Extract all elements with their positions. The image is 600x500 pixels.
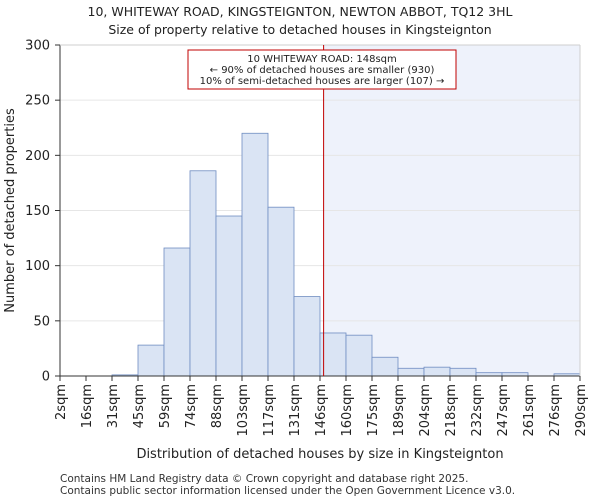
x-tick-label: 247sqm (496, 384, 511, 437)
y-tick-label: 0 (42, 370, 50, 385)
y-axis-label: Number of detached properties (3, 108, 18, 313)
histogram-bar (293, 296, 321, 377)
footer-licence: Contains public sector information licen… (60, 485, 516, 497)
x-tick-label: 59sqm (158, 384, 173, 428)
x-axis-label: Distribution of detached houses by size … (136, 447, 503, 462)
x-tick-label: 261sqm (522, 384, 537, 437)
x-tick-label: 218sqm (444, 384, 459, 437)
annotation-line-2: ← 90% of detached houses are smaller (93… (210, 65, 435, 76)
x-tick-label: 290sqm (574, 384, 589, 437)
histogram-bar (371, 356, 399, 377)
x-tick-label: 175sqm (366, 384, 381, 437)
histogram-bar (397, 367, 425, 377)
histogram-bar (137, 344, 165, 377)
x-tick-label: 2sqm (54, 384, 69, 420)
x-tick-label: 276sqm (548, 384, 563, 437)
histogram-bar (215, 215, 243, 377)
footer-copyright: Contains HM Land Registry data © Crown c… (60, 473, 469, 485)
histogram-bar (163, 247, 191, 377)
x-tick-label: 74sqm (184, 384, 199, 428)
histogram-chart: 0 50 100 150 200 250 300 2sqm 16sqm 31sqm 45sqm 59… (3, 39, 589, 463)
histogram-bar (241, 132, 269, 377)
chart-title: 10, WHITEWAY ROAD, KINGSTEIGNTON, NEWTON… (87, 4, 513, 19)
y-tick-label: 50 (33, 314, 50, 329)
x-tick-label: 45sqm (132, 384, 147, 428)
x-tick-label: 146sqm (314, 384, 329, 437)
histogram-bar (345, 334, 373, 377)
histogram-bar (449, 367, 477, 377)
x-tick-label: 31sqm (106, 384, 121, 428)
y-tick-label: 150 (25, 204, 50, 219)
x-tick-label: 103sqm (236, 384, 251, 437)
histogram-bar (423, 366, 451, 377)
x-tick-label: 204sqm (418, 384, 433, 437)
annotation-line-1: 10 WHITEWAY ROAD: 148sqm (247, 54, 397, 65)
chart-subtitle: Size of property relative to detached ho… (108, 22, 492, 37)
y-tick-label: 300 (25, 39, 50, 54)
histogram-bar (267, 206, 295, 377)
annotation-box (187, 49, 457, 90)
x-tick-label: 131sqm (288, 384, 303, 437)
y-tick-label: 200 (25, 149, 50, 164)
x-tick-label: 232sqm (470, 384, 485, 437)
x-tick-label: 88sqm (210, 384, 225, 428)
x-tick-label: 160sqm (340, 384, 355, 437)
histogram-bar (189, 170, 217, 377)
y-tick-label: 100 (25, 259, 50, 274)
y-tick-label: 250 (25, 94, 50, 109)
x-tick-label: 16sqm (80, 384, 95, 428)
x-tick-label: 189sqm (392, 384, 407, 437)
annotation-line-3: 10% of semi-detached houses are larger (… (200, 76, 445, 87)
x-tick-label: 117sqm (262, 384, 277, 437)
